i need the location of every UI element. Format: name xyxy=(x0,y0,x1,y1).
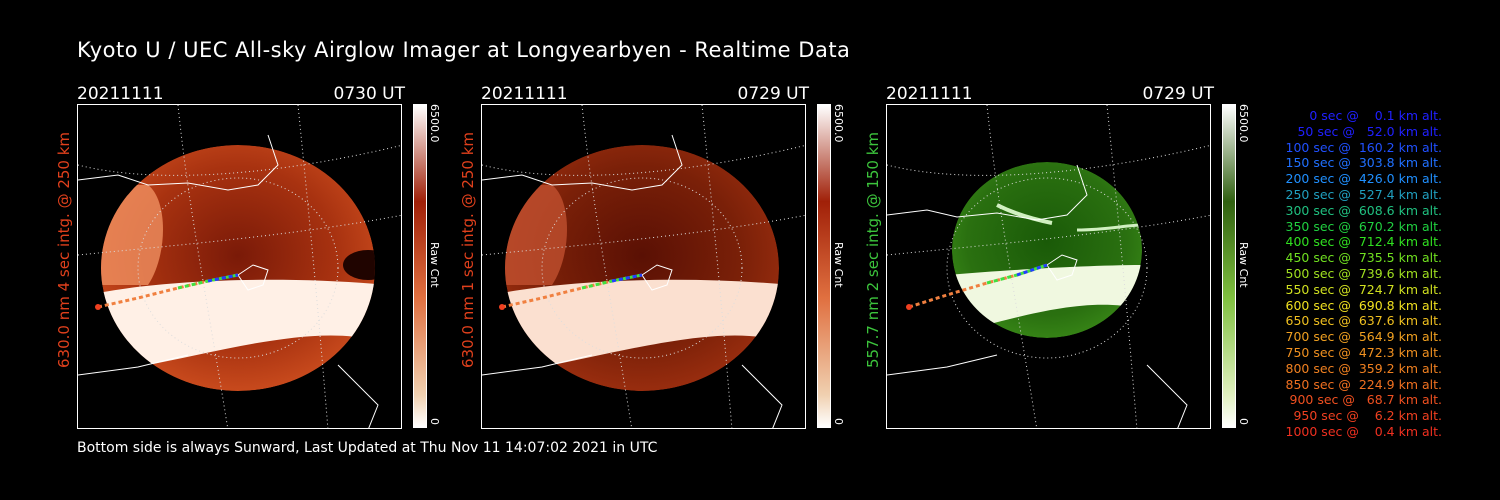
legend-entry: 500 sec @ 739.6 km alt. xyxy=(1281,265,1443,281)
allsky-image-canvas xyxy=(482,105,805,428)
panel-date: 20211111 xyxy=(481,84,568,104)
colorbar-max: 6500.0 xyxy=(1237,104,1250,143)
legend-entry: 250 sec @ 527.4 km alt. xyxy=(1281,186,1443,202)
panel-time: 0729 UT xyxy=(1142,84,1215,104)
panel-time: 0730 UT xyxy=(333,84,406,104)
footer-status: Bottom side is always Sunward, Last Upda… xyxy=(77,440,658,456)
legend-entry: 0 sec @ 0.1 km alt. xyxy=(1297,108,1442,123)
legend-entry: 350 sec @ 670.2 km alt. xyxy=(1281,218,1443,234)
legend-entry: 100 sec @ 160.2 km alt. xyxy=(1281,139,1443,155)
image-panel-3: 20211111 0729 UT xyxy=(864,84,1250,431)
legend-entry: 50 sec @ 52.0 km alt. xyxy=(1289,123,1442,139)
allsky-image-canvas xyxy=(78,105,401,428)
legend-entry: 200 sec @ 426.0 km alt. xyxy=(1281,171,1443,187)
trajectory-marker xyxy=(95,304,101,310)
allsky-image xyxy=(77,104,402,429)
allsky-image-canvas xyxy=(887,105,1210,428)
legend-entry: 700 sec @ 564.9 km alt. xyxy=(1281,329,1443,345)
legend-entry: 1000 sec @ 0.4 km alt. xyxy=(1285,423,1442,439)
colorbar-max: 6500.0 xyxy=(428,104,441,143)
panel-date: 20211111 xyxy=(77,84,164,104)
colorbar xyxy=(817,104,831,428)
colorbar-min: 0 xyxy=(428,418,441,425)
trajectory-marker xyxy=(499,304,505,310)
legend-entry: 400 sec @ 712.4 km alt. xyxy=(1281,234,1443,250)
altitude-legend: 0 sec @ 0.1 km alt. 50 sec @ 52.0 km alt… xyxy=(1281,108,1443,440)
wavelength-label: 630.0 nm 4 sec intg. @ 250 km xyxy=(55,131,73,368)
allsky-image xyxy=(886,104,1211,429)
panel-date: 20211111 xyxy=(886,84,973,104)
legend-entry: 300 sec @ 608.6 km alt. xyxy=(1281,202,1443,218)
colorbar xyxy=(1222,104,1236,428)
legend-entry: 900 sec @ 68.7 km alt. xyxy=(1285,392,1442,408)
legend-entry: 150 sec @ 303.8 km alt. xyxy=(1281,155,1443,171)
colorbar-unit: Raw Cnt xyxy=(1237,242,1250,288)
colorbar-unit: Raw Cnt xyxy=(832,242,845,288)
page-title: Kyoto U / UEC All-sky Airglow Imager at … xyxy=(77,38,851,62)
wavelength-label: 557.7 nm 2 sec intg. @ 150 km xyxy=(864,131,882,368)
panel-time: 0729 UT xyxy=(737,84,810,104)
legend-entry: 450 sec @ 735.5 km alt. xyxy=(1281,250,1443,266)
legend-entry: 600 sec @ 690.8 km alt. xyxy=(1281,297,1443,313)
legend-entry: 950 sec @ 6.2 km alt. xyxy=(1289,408,1442,424)
colorbar-min: 0 xyxy=(1237,418,1250,425)
colorbar-min: 0 xyxy=(832,418,845,425)
colorbar-unit: Raw Cnt xyxy=(428,242,441,288)
allsky-image xyxy=(481,104,806,429)
legend-entry: 750 sec @ 472.3 km alt. xyxy=(1281,344,1443,360)
legend-entry: 850 sec @ 224.9 km alt. xyxy=(1281,376,1443,392)
image-panel-1: 20211111 0730 UT xyxy=(55,84,441,431)
trajectory-marker xyxy=(906,304,912,310)
wavelength-label: 630.0 nm 1 sec intg. @ 250 km xyxy=(459,131,477,368)
image-panel-2: 20211111 0729 UT xyxy=(459,84,845,431)
colorbar-max: 6500.0 xyxy=(832,104,845,143)
legend-entry: 800 sec @ 359.2 km alt. xyxy=(1281,360,1443,376)
legend-entry: 650 sec @ 637.6 km alt. xyxy=(1281,313,1443,329)
colorbar xyxy=(413,104,427,428)
legend-entry: 550 sec @ 724.7 km alt. xyxy=(1281,281,1443,297)
